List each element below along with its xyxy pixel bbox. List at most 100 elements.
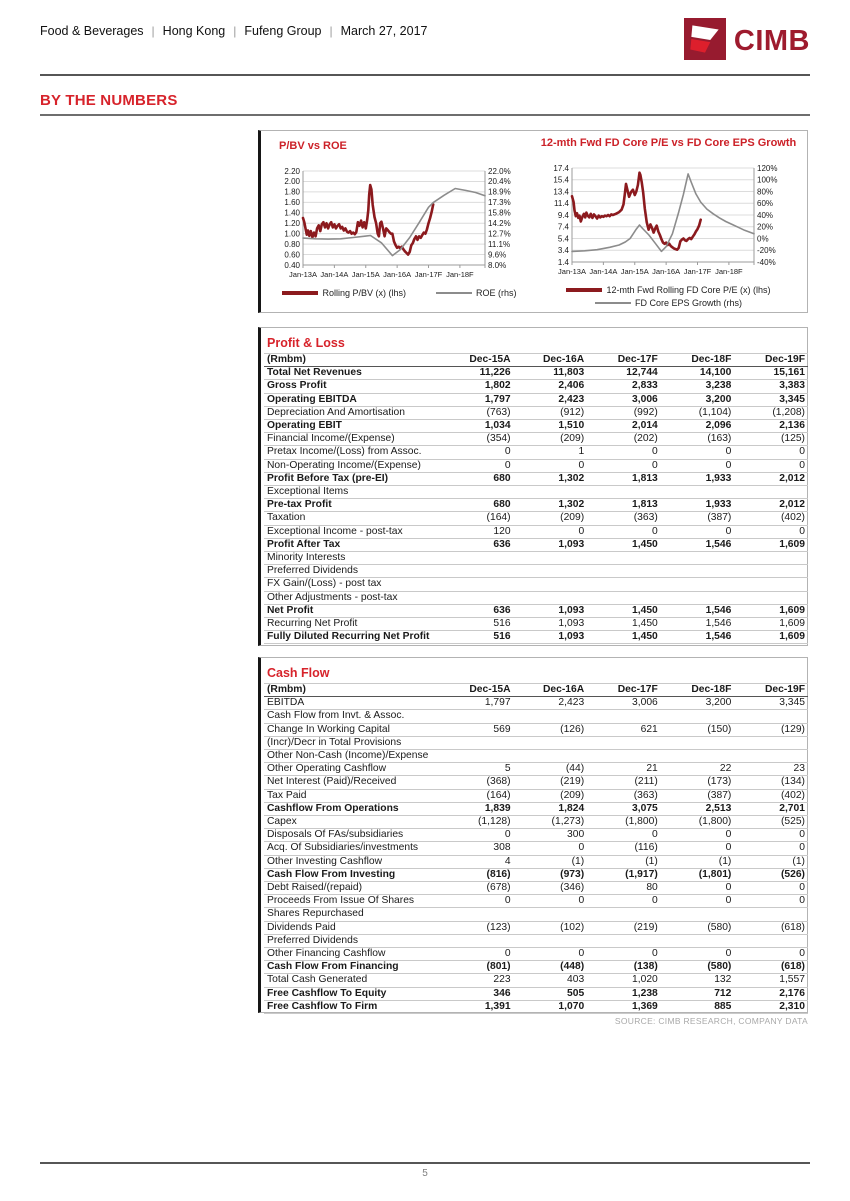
cell-value	[440, 551, 514, 566]
svg-text:60%: 60%	[757, 199, 773, 208]
legend-label: 12-mth Fwd Rolling FD Core P/E (x) (lhs)	[606, 285, 771, 295]
legend-line-swatch	[436, 292, 473, 294]
row-label: Non-Operating Income/(Expense)	[264, 459, 440, 473]
legend-line-swatch	[594, 302, 631, 304]
cell-value: 1,609	[734, 630, 808, 645]
row-label: Total Net Revenues	[264, 366, 440, 381]
cell-value: 1,933	[660, 498, 735, 513]
cell-value: (1,273)	[513, 815, 588, 830]
cash-flow-panel: Cash Flow (Rmbm) Dec-15A Dec-16A Dec-17F Dec…	[258, 657, 808, 1015]
legend-item: Rolling P/BV (x) (lhs)	[282, 288, 406, 298]
table-row: Total Cash Generated 223 403 1,020 132 1,557	[264, 973, 808, 988]
cell-value	[440, 709, 514, 724]
row-label: Free Cashflow To Equity	[264, 987, 440, 1001]
cell-value: (150)	[660, 723, 735, 737]
cell-value: 346	[440, 987, 514, 1001]
cell-value: 0	[440, 445, 514, 460]
cell-value: 1,546	[660, 538, 735, 553]
row-label: Net Profit	[264, 604, 440, 619]
page-number: 5	[422, 1168, 428, 1179]
svg-text:15.4: 15.4	[553, 176, 569, 185]
svg-text:0.80: 0.80	[284, 240, 300, 249]
cell-value	[513, 564, 588, 579]
cell-value: (1,128)	[440, 815, 514, 830]
charts-panel: P/BV vs ROE 2.20 22.0% 2.00 20.4% 1.80 18.9% 1…	[258, 130, 808, 313]
cell-value: (173)	[660, 775, 735, 790]
cell-value: 3,075	[587, 802, 661, 817]
legend-line-swatch	[566, 288, 603, 292]
row-label: Cash Flow From Investing	[264, 868, 440, 883]
cell-value	[660, 577, 735, 592]
chart-title: 12-mth Fwd FD Core P/E vs FD Core EPS Gr…	[540, 137, 797, 149]
pbv-vs-roe-chart: P/BV vs ROE 2.20 22.0% 2.00 20.4% 1.80 18.9% 1…	[267, 137, 532, 308]
table-row: Pretax Income/(Loss) from Assoc. 0 1 0 0 0	[264, 445, 808, 460]
cell-value: 0	[587, 947, 661, 962]
cell-value: 15,161	[734, 366, 808, 381]
cell-value: (1)	[587, 855, 661, 869]
cell-value	[660, 749, 735, 764]
cell-value	[440, 907, 514, 922]
svg-text:Jan-15A: Jan-15A	[352, 270, 380, 279]
cell-value: (163)	[660, 432, 735, 447]
svg-text:-40%: -40%	[757, 258, 776, 267]
footer-divider	[40, 1162, 810, 1164]
cell-value	[513, 736, 588, 751]
table-row: Exceptional Income - post-tax 120 0 0 0 0	[264, 525, 808, 539]
svg-text:Jan-18F: Jan-18F	[446, 270, 474, 279]
cell-value: (363)	[587, 511, 661, 526]
row-label: Change In Working Capital	[264, 723, 440, 737]
table-header-row: (Rmbm) Dec-15A Dec-16A Dec-17F Dec-18F Dec-19…	[264, 352, 808, 368]
row-label: Tax Paid	[264, 789, 440, 803]
row-label: Cashflow From Operations	[264, 802, 440, 817]
cell-value: (1)	[660, 855, 735, 869]
cell-value: (763)	[440, 406, 514, 421]
legend-label: Rolling P/BV (x) (lhs)	[322, 288, 407, 298]
cell-value: (211)	[587, 775, 661, 790]
cell-value: (116)	[587, 841, 661, 856]
svg-text:40%: 40%	[757, 211, 773, 220]
chart-legend: Rolling P/BV (x) (lhs) ROE (rhs)	[267, 288, 532, 298]
table-row: Disposals Of FAs/subsidiaries 0 300 0 0 0	[264, 828, 808, 843]
cell-value: 2,176	[734, 987, 808, 1001]
svg-text:20%: 20%	[757, 223, 773, 232]
cell-value	[660, 564, 735, 579]
column-header: Dec-17F	[587, 682, 661, 698]
svg-text:18.9%: 18.9%	[488, 188, 511, 197]
cell-value: 0	[440, 894, 514, 909]
cell-value: 0	[734, 841, 808, 856]
section-divider	[40, 114, 810, 116]
breadcrumb-region: Hong Kong	[162, 24, 226, 38]
cell-value: 1,797	[440, 696, 514, 711]
cell-value: (387)	[660, 511, 735, 526]
row-label: Other Operating Cashflow	[264, 762, 440, 777]
cell-value: 1,813	[587, 472, 661, 487]
cell-value	[734, 749, 808, 764]
cell-value: 0	[513, 947, 588, 962]
table-row: Net Profit 636 1,093 1,450 1,546 1,609	[264, 604, 808, 619]
cell-value	[660, 907, 735, 922]
table-row: Net Interest (Paid)/Received (368) (219) (2…	[264, 775, 808, 790]
table-row: Other Investing Cashflow 4 (1) (1) (1) (1)	[264, 855, 808, 869]
cell-value: (1,104)	[660, 406, 735, 421]
cell-value	[440, 591, 514, 605]
svg-text:Jan-15A: Jan-15A	[621, 267, 649, 276]
column-header: Dec-19F	[734, 682, 808, 698]
table-row: Pre-tax Profit 680 1,302 1,813 1,933 2,012	[264, 498, 808, 513]
cell-value: (209)	[513, 432, 588, 447]
cell-value: 1,391	[440, 1000, 514, 1015]
cell-value	[587, 907, 661, 922]
cell-value: (402)	[734, 511, 808, 526]
cell-value: 1,797	[440, 393, 514, 407]
table-row: Free Cashflow To Equity 346 505 1,238 712 2,1…	[264, 987, 808, 1001]
row-label: Operating EBITDA	[264, 393, 440, 407]
row-label: Pretax Income/(Loss) from Assoc.	[264, 445, 440, 460]
cell-value: 0	[587, 525, 661, 539]
cell-value: (363)	[587, 789, 661, 803]
cell-value: 2,012	[734, 472, 808, 487]
row-label: Fully Diluted Recurring Net Profit	[264, 630, 440, 645]
cell-value: 11,226	[440, 366, 514, 381]
cell-value	[440, 749, 514, 764]
cell-value: 1,238	[587, 987, 661, 1001]
cell-value	[734, 736, 808, 751]
svg-text:22.0%: 22.0%	[488, 167, 511, 176]
